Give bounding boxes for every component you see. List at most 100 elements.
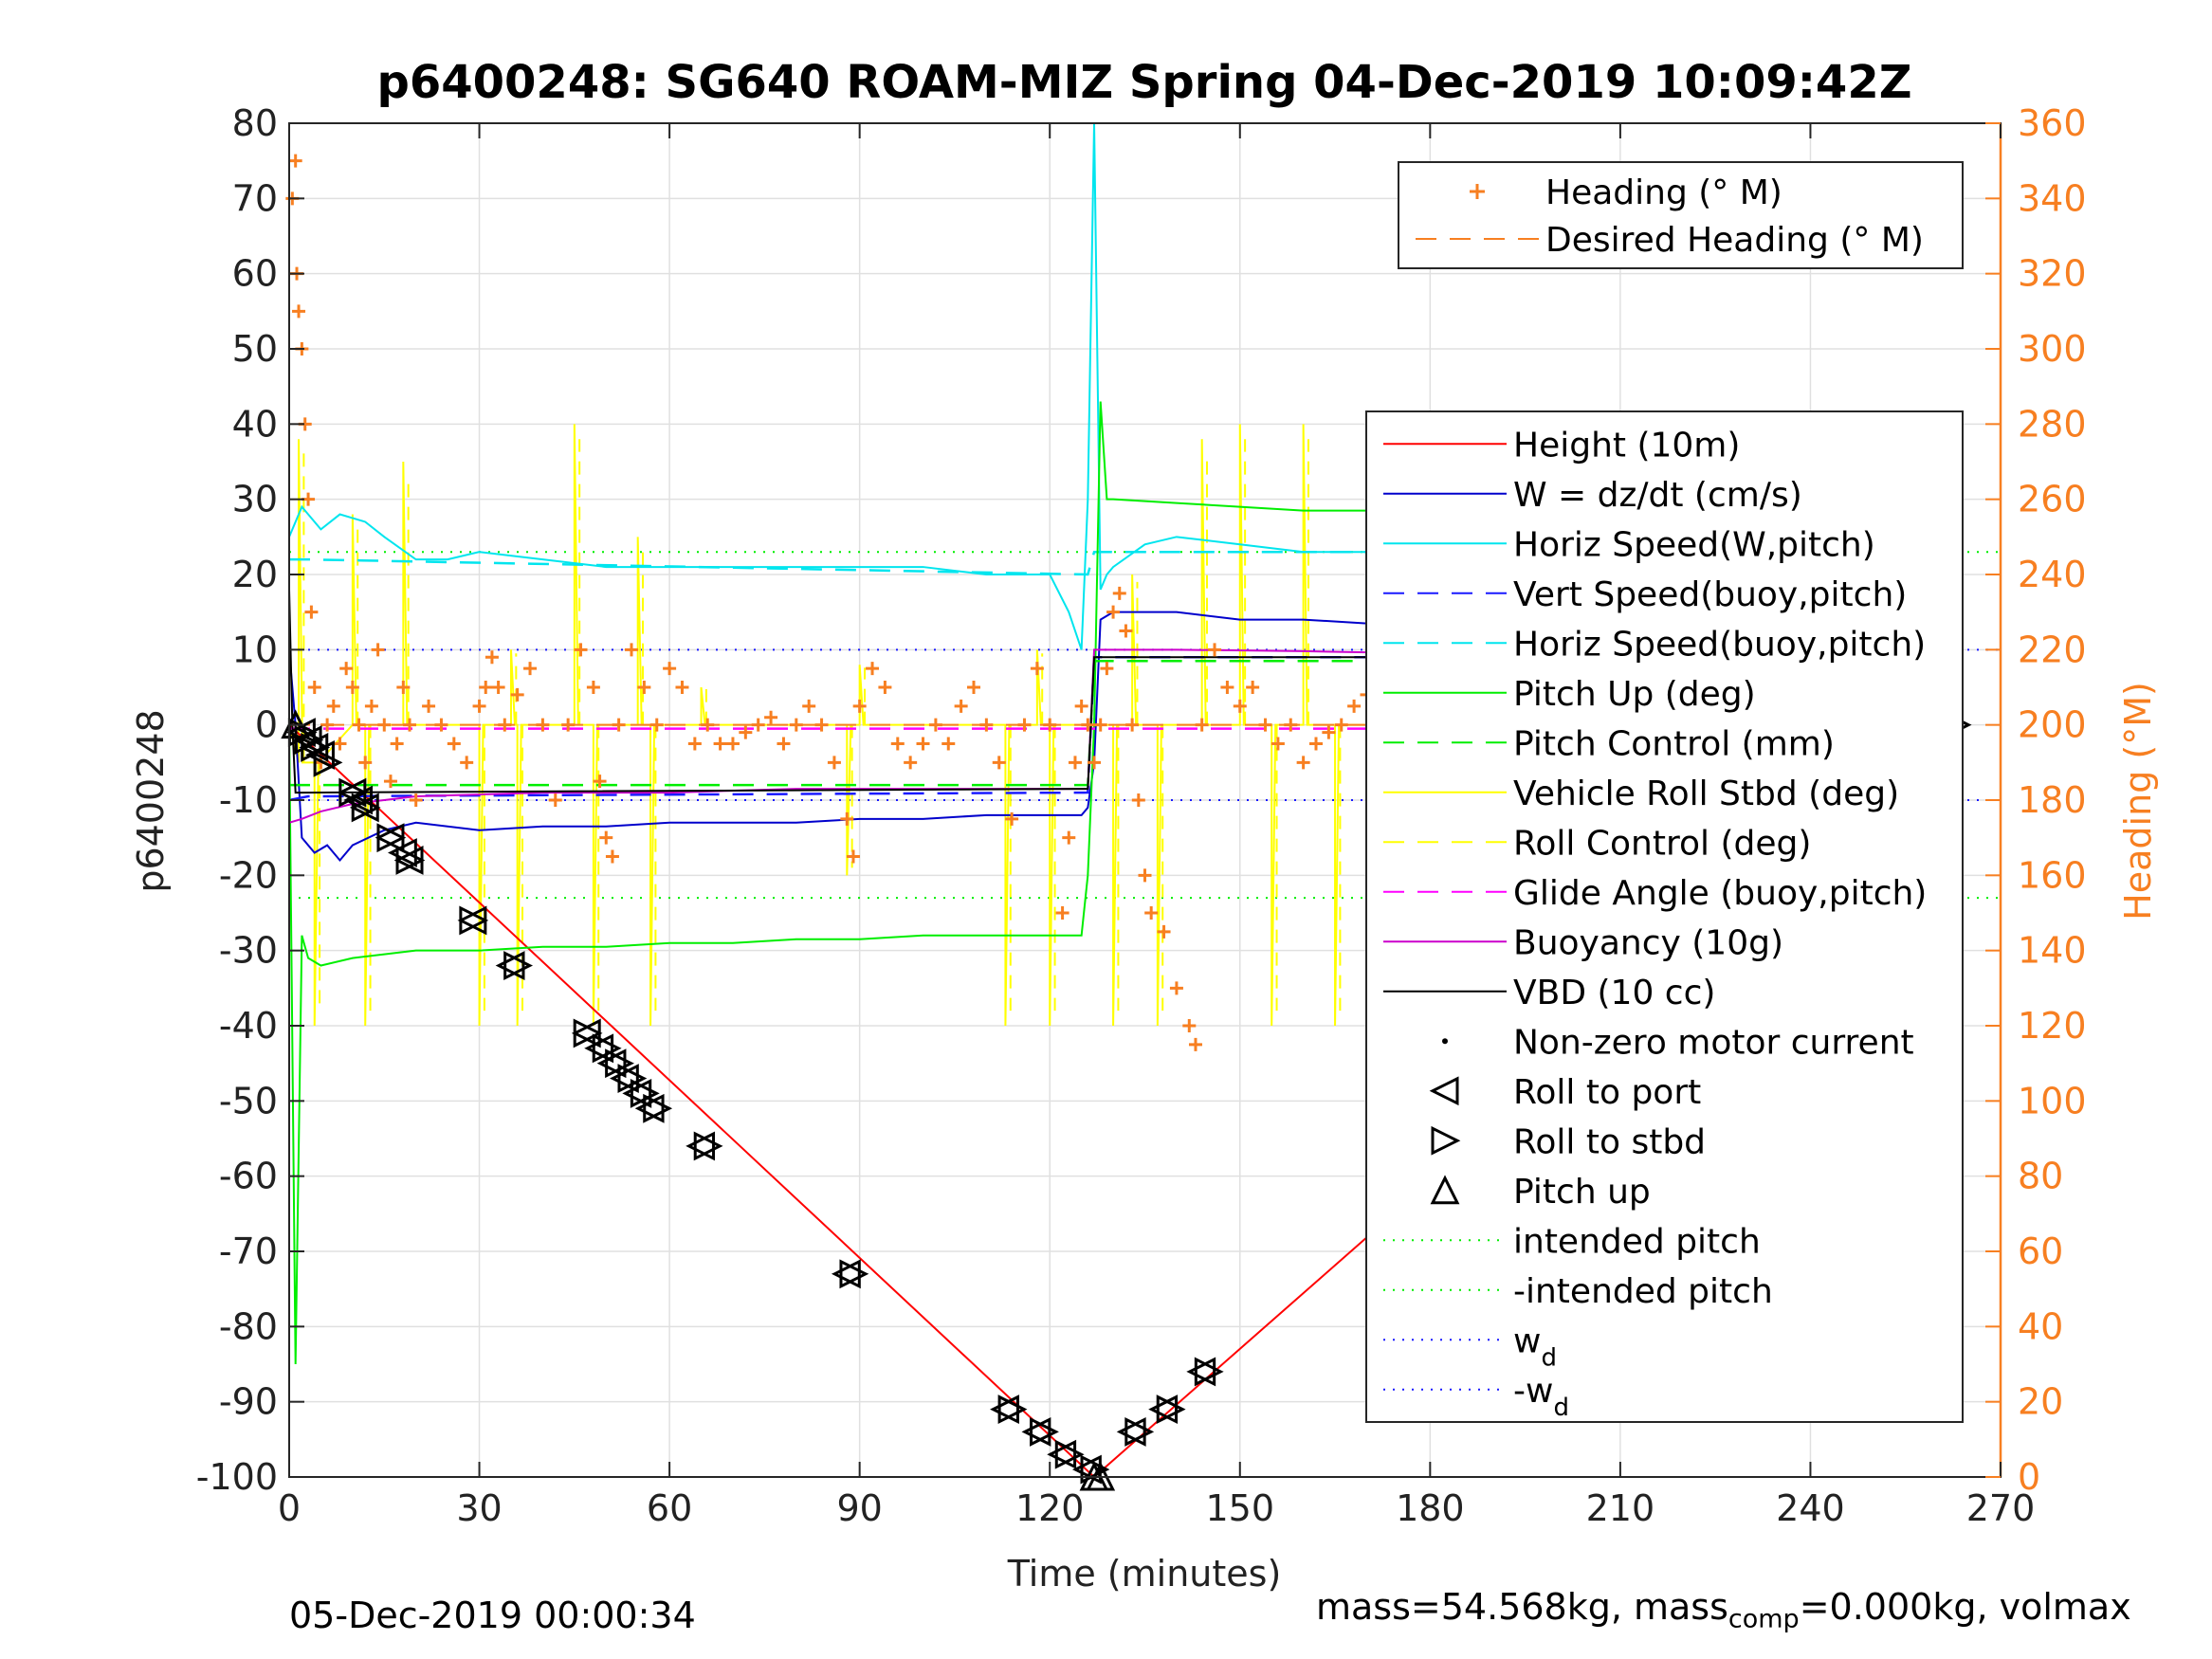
heading-point: [675, 681, 689, 694]
x-tick-label: 240: [1776, 1487, 1845, 1529]
x-tick-label: 150: [1206, 1487, 1275, 1529]
heading-point: [371, 643, 385, 657]
roll-to-port-marker: [622, 1078, 652, 1108]
roll-to-port-marker: [609, 1064, 639, 1093]
roll-to-stbd-marker: [1054, 1439, 1085, 1469]
roll-to-stbd-marker: [1156, 1395, 1186, 1425]
roll-to-stbd-marker: [503, 951, 534, 980]
heading-point: [663, 662, 677, 676]
heading-point: [1043, 718, 1057, 732]
heading-point: [625, 643, 638, 657]
heading-point: [1296, 756, 1310, 770]
heading-point: [352, 718, 366, 732]
legend-label: Non-zero motor current: [1513, 1023, 1914, 1062]
heading-point: [1284, 718, 1298, 732]
legend-label: Pitch Up (deg): [1513, 675, 1756, 714]
heading-point: [447, 737, 461, 751]
y-tick-label: -20: [219, 854, 278, 896]
heading-point: [390, 737, 404, 751]
x-tick-label: 210: [1586, 1487, 1655, 1529]
legend-box: [1365, 410, 1964, 1423]
y2-tick-label: 160: [2018, 854, 2087, 896]
y-tick-label: -50: [219, 1080, 278, 1121]
roll-to-stbd-marker: [313, 747, 343, 777]
x-tick-label: 60: [647, 1487, 692, 1529]
heading-point: [574, 643, 588, 657]
heading-point: [890, 737, 905, 751]
heading-point: [605, 849, 619, 864]
heading-point: [1062, 830, 1076, 845]
heading-point: [764, 710, 778, 724]
roll-to-stbd-marker: [395, 846, 426, 875]
x-tick-label: 90: [836, 1487, 882, 1529]
heading-point: [536, 718, 550, 732]
heading-point: [1074, 699, 1088, 713]
legend-label: Vehicle Roll Stbd (deg): [1513, 775, 1899, 813]
x-tick-label: 30: [456, 1487, 502, 1529]
heading-point: [751, 718, 765, 732]
legend-swatch-triangle: [1430, 1175, 1460, 1205]
legend-label: -intended pitch: [1513, 1272, 1773, 1311]
y2-tick-label: 100: [2018, 1080, 2087, 1121]
heading-point: [326, 699, 340, 713]
legend-label: Roll Control (deg): [1513, 824, 1811, 863]
roll-to-stbd-marker: [376, 823, 407, 853]
heading-point: [377, 718, 392, 732]
heading-point: [403, 718, 417, 732]
heading-point: [1334, 718, 1348, 732]
heading-point: [725, 737, 740, 751]
roll-to-port-marker: [305, 739, 335, 770]
heading-point: [1081, 718, 1095, 732]
legend-label: Pitch Control (mm): [1513, 724, 1835, 763]
y-tick-label: 70: [232, 177, 278, 219]
y-tick-label: 30: [232, 479, 278, 520]
heading-point: [1157, 924, 1171, 939]
y-tick-label: 10: [232, 629, 278, 670]
y2-tick-label: 20: [2018, 1381, 2063, 1423]
heading-point: [904, 756, 918, 770]
legend-label: VBD (10 cc): [1513, 974, 1715, 1012]
y2-tick-label: 40: [2018, 1305, 2063, 1347]
y2-tick-label: 280: [2018, 403, 2087, 445]
heading-point: [777, 737, 791, 751]
legend-label: Heading (° M): [1545, 173, 1782, 212]
y2-tick-label: 120: [2018, 1005, 2087, 1047]
heading-point: [396, 681, 411, 694]
heading-point: [1017, 718, 1032, 732]
heading-point: [479, 681, 493, 694]
roll-to-port-marker: [831, 1259, 861, 1289]
y2-tick-label: 140: [2018, 930, 2087, 972]
roll-to-port-marker: [495, 951, 525, 980]
heading-point: [1093, 718, 1107, 732]
heading-point: [345, 681, 359, 694]
heading-point: [852, 699, 867, 713]
heading-point: [941, 737, 956, 751]
heading-point: [916, 737, 930, 751]
heading-point: [1100, 662, 1114, 676]
y-tick-label: 40: [232, 403, 278, 445]
heading-point: [802, 699, 816, 713]
legend-label: Height (10m): [1513, 426, 1740, 465]
roll-to-port-marker: [634, 1093, 665, 1123]
footer-mass-suffix: =0.000kg, volmax: [1799, 1586, 2131, 1628]
heading-point: [1055, 906, 1069, 920]
series-vert_speed: [288, 656, 1950, 802]
roll-to-stbd-marker: [693, 1131, 723, 1161]
y-tick-label: -40: [219, 1005, 278, 1047]
x-tick-label: 0: [278, 1487, 301, 1529]
heading-point: [739, 725, 753, 739]
heading-point: [1125, 718, 1140, 732]
heading-point: [1030, 662, 1044, 676]
heading-point: [967, 681, 980, 694]
heading-point: [1188, 1037, 1202, 1051]
y-tick-label: -90: [219, 1381, 278, 1423]
heading-point: [1112, 586, 1126, 600]
heading-point: [878, 681, 892, 694]
roll-to-stbd-marker: [643, 1093, 673, 1123]
y2-tick-label: 340: [2018, 177, 2087, 219]
heading-point: [307, 681, 321, 694]
heading-point: [498, 718, 512, 732]
heading-point: [637, 681, 651, 694]
legend-label: Horiz Speed(W,pitch): [1513, 525, 1875, 564]
